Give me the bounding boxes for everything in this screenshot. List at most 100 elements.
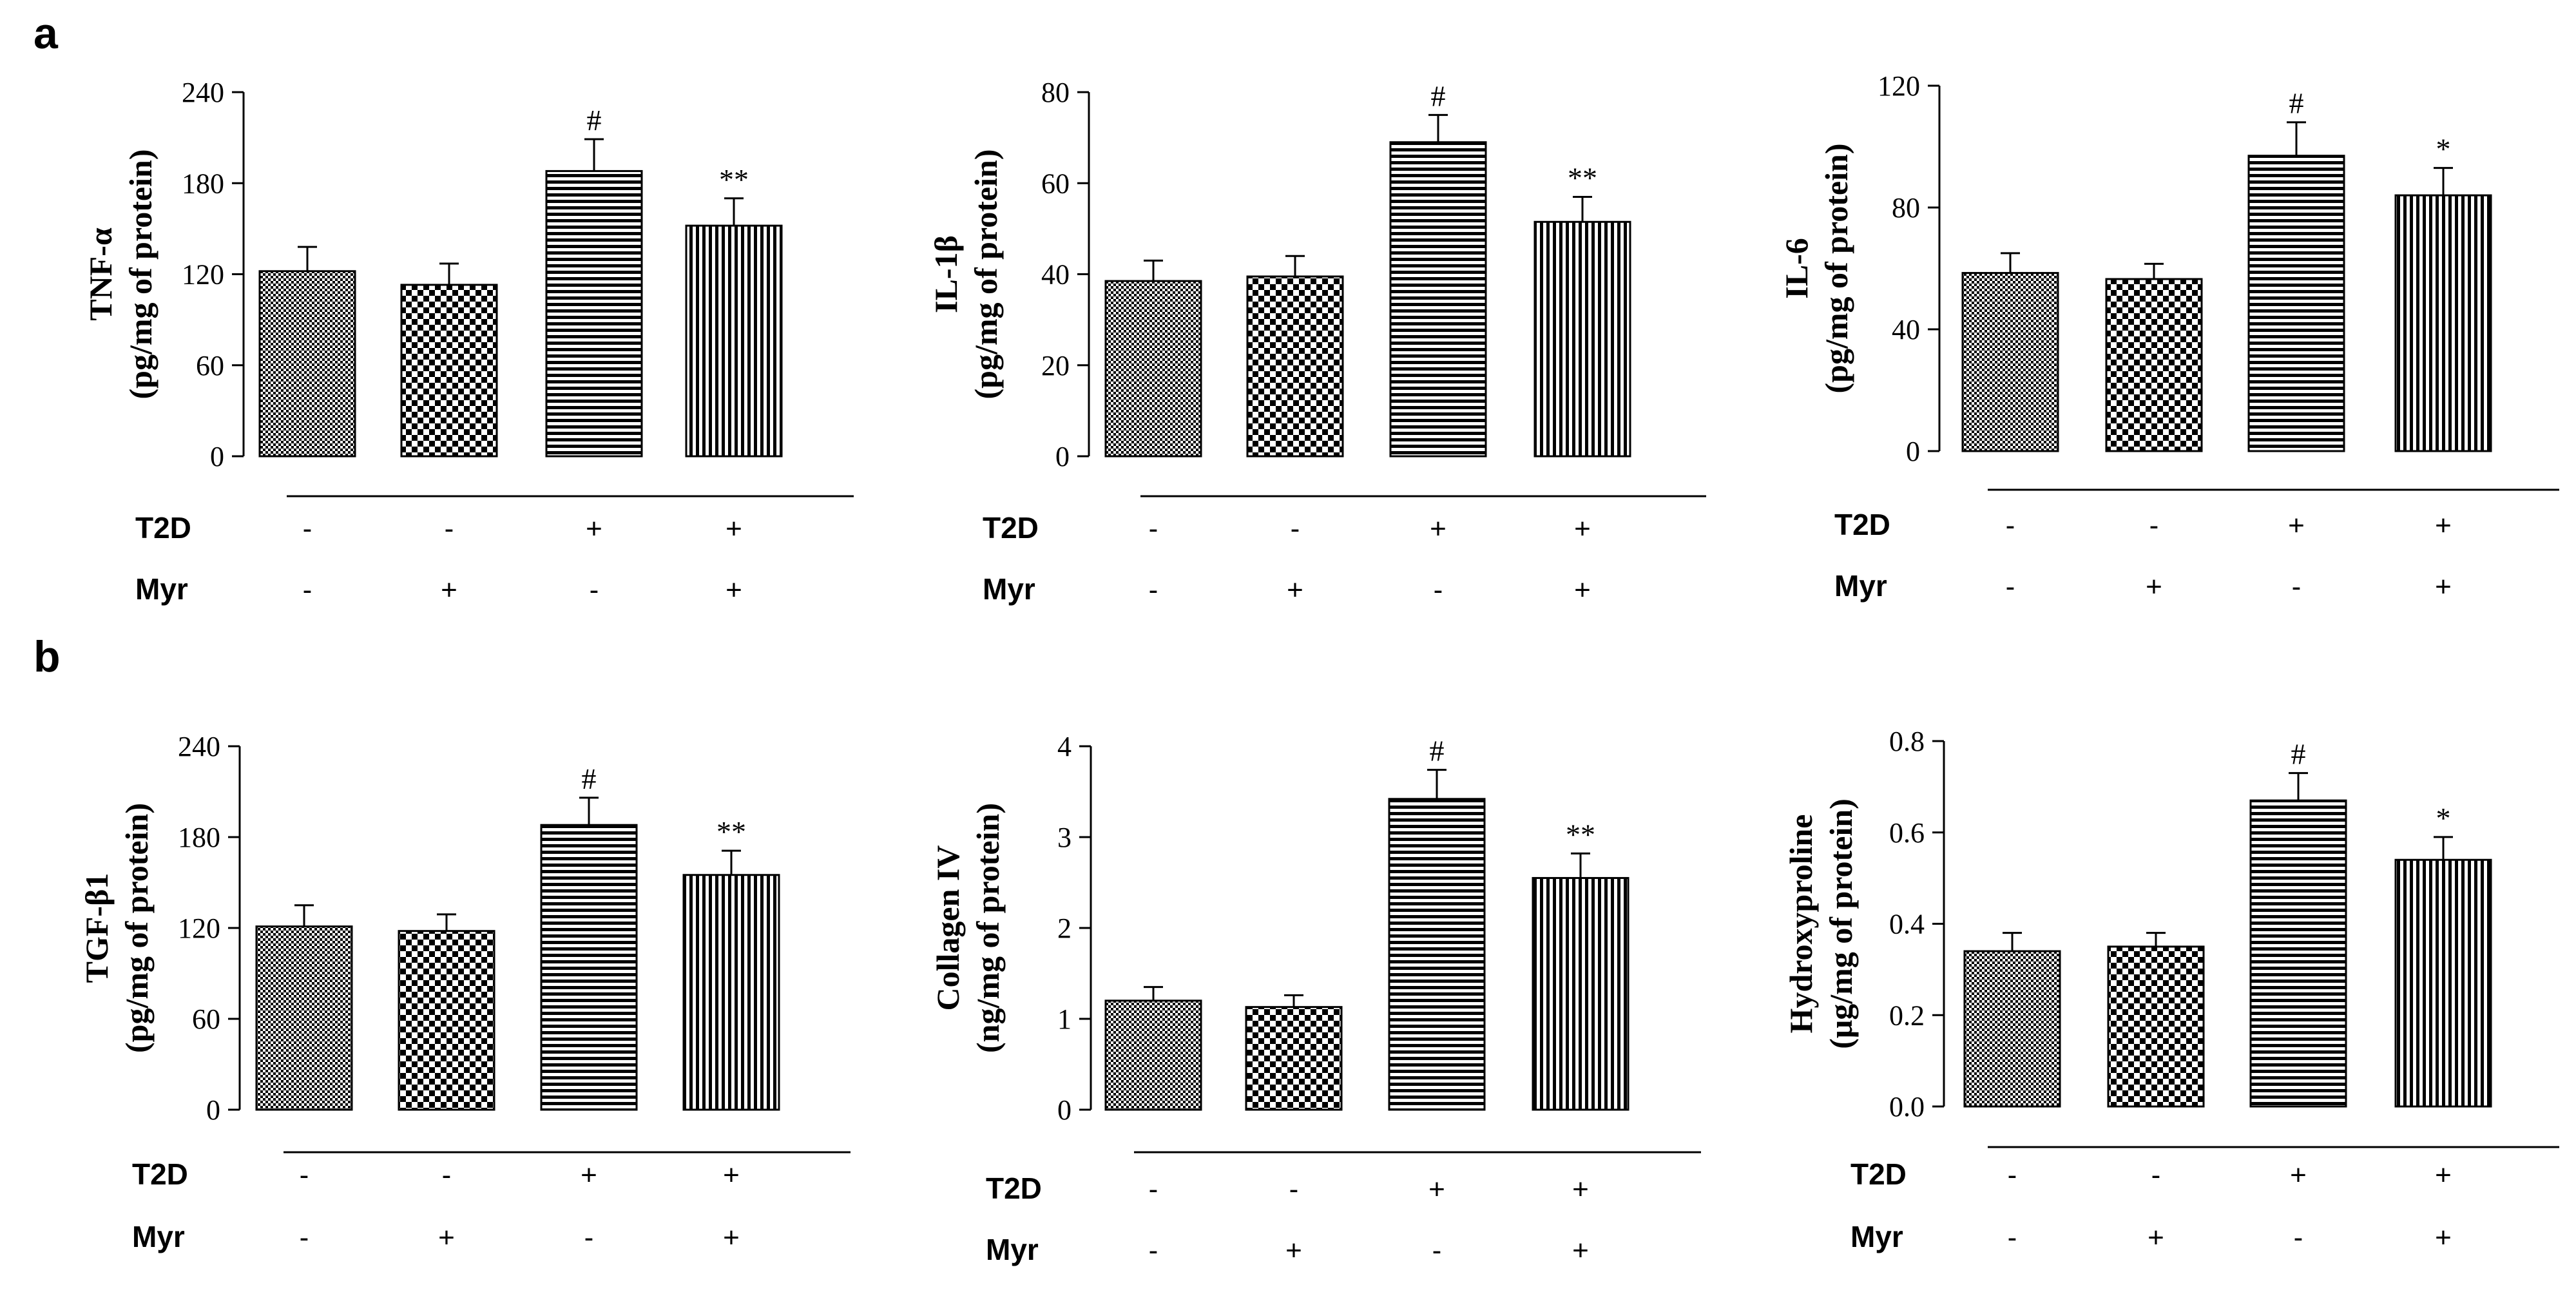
error-bar bbox=[2289, 772, 2308, 801]
condition-label-myr: Myr bbox=[132, 1220, 185, 1253]
y-axis-label: IL-1β (pg/mg of protein) bbox=[928, 150, 1004, 400]
error-bar bbox=[722, 849, 741, 875]
y-tick-label: 1 bbox=[1057, 1003, 1072, 1035]
bar-group-4 bbox=[2394, 194, 2492, 452]
y-axis-label-line: IL-1β bbox=[928, 235, 964, 313]
condition-sign: + bbox=[438, 1222, 455, 1253]
chart-2: 0 20 40 60 80 IL-1β (pg/mg of protein) # ** T2D - -… bbox=[928, 77, 1706, 606]
error-bar bbox=[1571, 852, 1590, 878]
condition-sign: - bbox=[2008, 1159, 2017, 1191]
condition-label-myr: Myr bbox=[986, 1233, 1039, 1266]
condition-label-t2d: T2D bbox=[983, 511, 1039, 545]
condition-sign: - bbox=[303, 513, 312, 545]
y-tick-label: 60 bbox=[192, 1003, 220, 1035]
y-tick-label: 0.4 bbox=[1889, 909, 1925, 940]
chart-3: 0 40 80 120 IL-6 (pg/mg of protein) # * T2D - - + + M… bbox=[1778, 70, 2559, 603]
condition-sign: - bbox=[1149, 513, 1158, 545]
condition-label-t2d: T2D bbox=[986, 1172, 1042, 1205]
condition-sign: - bbox=[300, 1222, 309, 1253]
significance-mark: ** bbox=[719, 163, 749, 196]
condition-sign: + bbox=[1572, 1173, 1589, 1205]
condition-sign: - bbox=[590, 574, 599, 606]
bar-group-2 bbox=[2105, 278, 2203, 452]
condition-sign: + bbox=[723, 1159, 740, 1191]
error-bar bbox=[2003, 932, 2022, 952]
condition-sign: - bbox=[2294, 1222, 2303, 1253]
panel-letter-a: a bbox=[34, 9, 59, 58]
condition-sign: - bbox=[1149, 1173, 1158, 1205]
bar-group-1 bbox=[1104, 999, 1202, 1111]
bar-group-1 bbox=[255, 925, 353, 1111]
condition-sign: - bbox=[300, 1159, 309, 1191]
error-bar bbox=[2434, 836, 2453, 860]
bar-group-4 bbox=[685, 224, 783, 458]
y-axis-label: Collagen IV (ng/mg of protein) bbox=[930, 803, 1006, 1053]
y-tick-label: 0.0 bbox=[1889, 1091, 1925, 1123]
significance-mark: ** bbox=[716, 815, 746, 848]
condition-sign: + bbox=[2435, 1222, 2452, 1253]
error-bar bbox=[1285, 255, 1305, 277]
condition-sign: - bbox=[2292, 571, 2302, 603]
y-tick-label: 0 bbox=[1906, 436, 1920, 467]
condition-label-myr: Myr bbox=[135, 572, 188, 606]
condition-sign: + bbox=[726, 574, 742, 606]
y-axis-label: Hydroxyproline (μg/mg of protein) bbox=[1783, 798, 1859, 1048]
condition-sign: - bbox=[1149, 574, 1158, 606]
condition-sign: + bbox=[2290, 1159, 2307, 1191]
significance-mark: # bbox=[2289, 87, 2304, 120]
y-tick-label: 40 bbox=[1041, 259, 1070, 291]
error-bar bbox=[298, 246, 317, 271]
error-bar bbox=[1573, 195, 1592, 222]
condition-label-t2d: T2D bbox=[135, 511, 191, 545]
bar-group-3 bbox=[540, 824, 638, 1111]
bar-group-4 bbox=[1533, 220, 1631, 458]
condition-sign: - bbox=[584, 1222, 594, 1253]
y-axis-label-line: (ng/mg of protein) bbox=[970, 803, 1006, 1053]
condition-sign: + bbox=[1428, 1173, 1445, 1205]
error-bar bbox=[1427, 769, 1447, 799]
condition-sign: - bbox=[2006, 510, 2015, 541]
y-tick-label: 60 bbox=[1041, 168, 1070, 199]
condition-label-myr: Myr bbox=[1834, 569, 1887, 603]
condition-sign: + bbox=[2288, 510, 2305, 541]
bar-group-4 bbox=[2394, 858, 2492, 1108]
bar-group-3 bbox=[1389, 141, 1487, 458]
condition-sign: - bbox=[442, 1159, 452, 1191]
significance-mark: ** bbox=[1568, 161, 1597, 194]
y-tick-label: 120 bbox=[178, 913, 220, 944]
bar-group-1 bbox=[1104, 280, 1202, 458]
significance-mark: * bbox=[2436, 802, 2451, 835]
y-axis-label-line: (pg/mg of protein) bbox=[1818, 144, 1854, 394]
condition-sign: + bbox=[2148, 1222, 2164, 1253]
bar-group-1 bbox=[258, 270, 356, 458]
y-axis-label-line: TNF-α bbox=[82, 227, 119, 321]
significance-mark: # bbox=[587, 104, 602, 137]
y-tick-label: 240 bbox=[178, 731, 220, 762]
error-bar bbox=[2146, 932, 2166, 947]
y-axis-label: TNF-α (pg/mg of protein) bbox=[82, 150, 159, 400]
y-axis-label: IL-6 (pg/mg of protein) bbox=[1778, 144, 1854, 394]
y-axis-label-line: TGF-β1 bbox=[79, 873, 115, 983]
y-tick-label: 120 bbox=[182, 259, 224, 291]
significance-mark: # bbox=[582, 762, 597, 795]
condition-sign: + bbox=[1285, 1235, 1302, 1266]
y-tick-label: 3 bbox=[1057, 822, 1072, 853]
bar-group-3 bbox=[545, 169, 643, 458]
bar-group-1 bbox=[1961, 272, 2059, 452]
error-bar bbox=[1144, 259, 1163, 282]
significance-mark: # bbox=[1430, 735, 1445, 768]
error-bar bbox=[584, 138, 604, 171]
condition-sign: - bbox=[303, 574, 312, 606]
y-axis-label-line: (μg/mg of protein) bbox=[1823, 798, 1859, 1048]
error-bar bbox=[2287, 121, 2306, 156]
error-bar bbox=[294, 904, 314, 927]
y-axis-label-line: Collagen IV bbox=[930, 845, 966, 1011]
condition-sign: - bbox=[1149, 1235, 1158, 1266]
condition-sign: - bbox=[2151, 1159, 2161, 1191]
condition-sign: + bbox=[723, 1222, 740, 1253]
bar-group-3 bbox=[2249, 799, 2347, 1108]
error-bar bbox=[437, 913, 456, 931]
condition-sign: + bbox=[2435, 571, 2452, 603]
chart-1: 0 60 120 180 240 TNF-α (pg/mg of protein) # ** T2… bbox=[82, 77, 854, 606]
